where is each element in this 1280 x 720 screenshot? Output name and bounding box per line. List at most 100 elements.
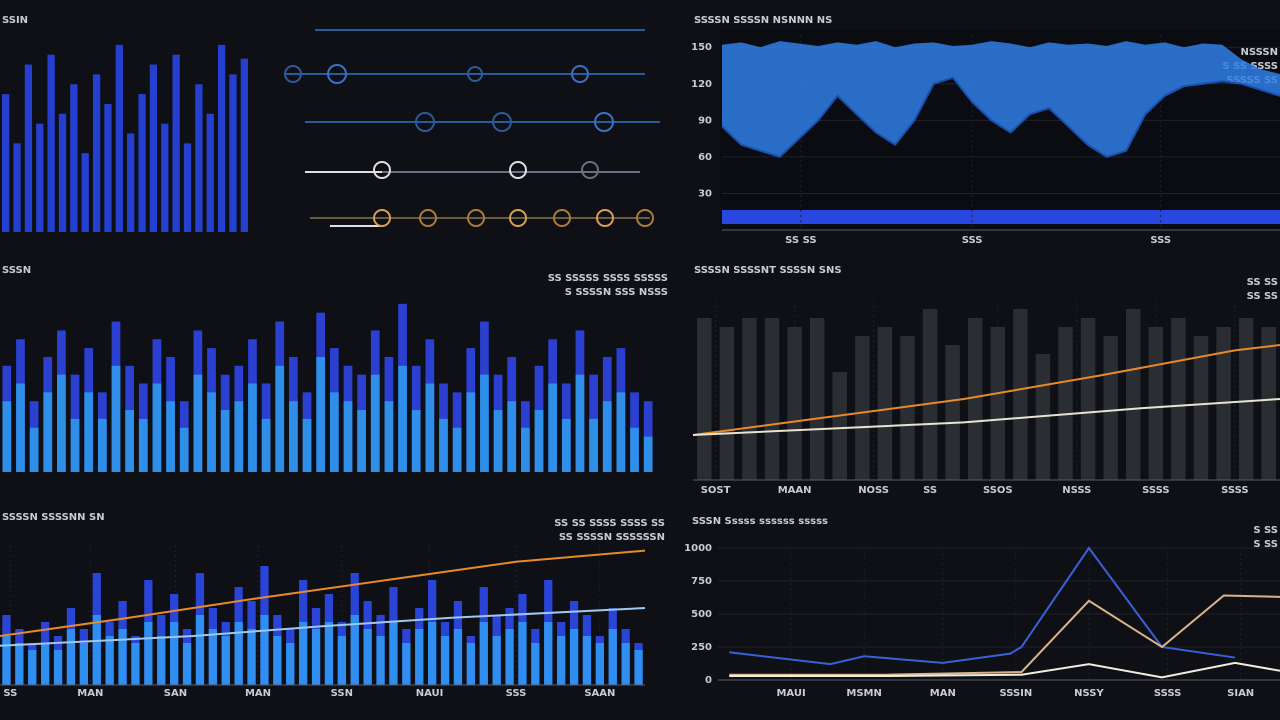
bar xyxy=(207,392,216,472)
slider-knob[interactable] xyxy=(509,209,527,227)
x-tick-label: SSSS xyxy=(1221,485,1248,496)
bar xyxy=(70,84,78,232)
x-tick-label: SSN xyxy=(331,688,353,699)
area xyxy=(722,41,1280,157)
bar xyxy=(343,401,353,472)
bar xyxy=(206,113,214,232)
bar xyxy=(350,615,359,685)
line xyxy=(692,344,1280,436)
legend-text: S SSSSN SSS NSSS xyxy=(565,287,668,298)
bar xyxy=(337,636,346,685)
bar xyxy=(302,418,312,472)
bar xyxy=(29,427,39,472)
y-tick-label: 90 xyxy=(698,115,712,126)
slider-knob[interactable] xyxy=(571,65,589,83)
slider-knob[interactable] xyxy=(327,64,347,84)
y-tick-label: 750 xyxy=(691,576,712,587)
bar xyxy=(518,622,527,685)
bar xyxy=(1080,318,1096,480)
bar xyxy=(125,410,135,472)
slider-knob[interactable] xyxy=(492,112,512,132)
bar xyxy=(149,64,158,232)
line xyxy=(692,398,1280,436)
bar xyxy=(466,392,476,472)
bar xyxy=(480,374,489,472)
line xyxy=(729,546,1236,666)
bar xyxy=(41,643,50,685)
bar xyxy=(79,643,88,685)
bar xyxy=(809,318,825,480)
bar xyxy=(329,392,339,472)
line xyxy=(729,661,1280,679)
x-tick-label: SSSS xyxy=(1154,688,1181,699)
x-tick-label: SSS xyxy=(1150,235,1171,246)
bar xyxy=(28,650,37,685)
bar xyxy=(2,94,10,232)
bar xyxy=(161,123,169,232)
bar xyxy=(81,153,89,232)
slider-knob[interactable] xyxy=(467,66,483,82)
bar xyxy=(402,643,411,685)
x-tick-label: SS xyxy=(3,688,17,699)
bar xyxy=(1171,318,1186,480)
legend-text: SS SSSSS SSSS SSSSS xyxy=(548,273,668,284)
slider-knob[interactable] xyxy=(419,209,437,227)
bar xyxy=(990,327,1006,480)
slider-knob[interactable] xyxy=(373,209,391,227)
legend-text: NSSSN xyxy=(1241,47,1278,58)
x-tick-label: SAN xyxy=(164,688,187,699)
bar xyxy=(111,365,121,472)
slider-knob[interactable] xyxy=(415,112,435,132)
bar xyxy=(2,401,12,472)
bar xyxy=(440,636,450,685)
x-tick-label: SSSS xyxy=(1142,485,1169,496)
bar xyxy=(544,622,553,685)
bar xyxy=(104,103,112,232)
bar xyxy=(630,427,639,472)
bar xyxy=(357,410,366,472)
slider-knob[interactable] xyxy=(596,209,614,227)
bar xyxy=(582,636,592,685)
bar xyxy=(13,143,21,232)
slider-knob[interactable] xyxy=(636,209,654,227)
bar xyxy=(453,629,463,685)
y-tick-label: 120 xyxy=(691,79,712,90)
bar xyxy=(70,418,80,472)
bar xyxy=(172,54,180,233)
bar xyxy=(507,401,517,472)
slider-knob[interactable] xyxy=(581,161,599,179)
bar xyxy=(115,44,123,232)
panel-title: SSSN xyxy=(2,265,31,276)
bar xyxy=(900,336,915,480)
bar xyxy=(616,392,626,472)
bar xyxy=(1238,318,1254,480)
x-tick-label: MAAN xyxy=(778,485,812,496)
bar xyxy=(138,418,148,472)
bar xyxy=(877,327,893,480)
bar xyxy=(505,629,514,685)
y-tick-label: 500 xyxy=(691,609,712,620)
bar xyxy=(221,636,230,685)
y-tick-label: 0 xyxy=(705,675,712,686)
x-tick-label: NOSS xyxy=(858,485,889,496)
slider-knob[interactable] xyxy=(284,65,302,83)
bar xyxy=(370,374,380,472)
slider-knob[interactable] xyxy=(553,209,571,227)
slider-knob[interactable] xyxy=(373,161,391,179)
bar xyxy=(832,372,847,480)
x-tick-label: MAN xyxy=(245,688,271,699)
bar xyxy=(742,318,757,480)
bar xyxy=(608,629,617,685)
slider-knob[interactable] xyxy=(594,112,614,132)
slider-knob[interactable] xyxy=(467,209,485,227)
bar xyxy=(131,643,140,685)
bar xyxy=(1261,327,1276,480)
bar xyxy=(479,622,488,685)
bar xyxy=(561,418,571,472)
line xyxy=(0,549,646,637)
slider-knob[interactable] xyxy=(509,161,527,179)
bar xyxy=(16,383,25,472)
x-tick-label: SOST xyxy=(701,485,731,496)
bar xyxy=(273,636,282,685)
